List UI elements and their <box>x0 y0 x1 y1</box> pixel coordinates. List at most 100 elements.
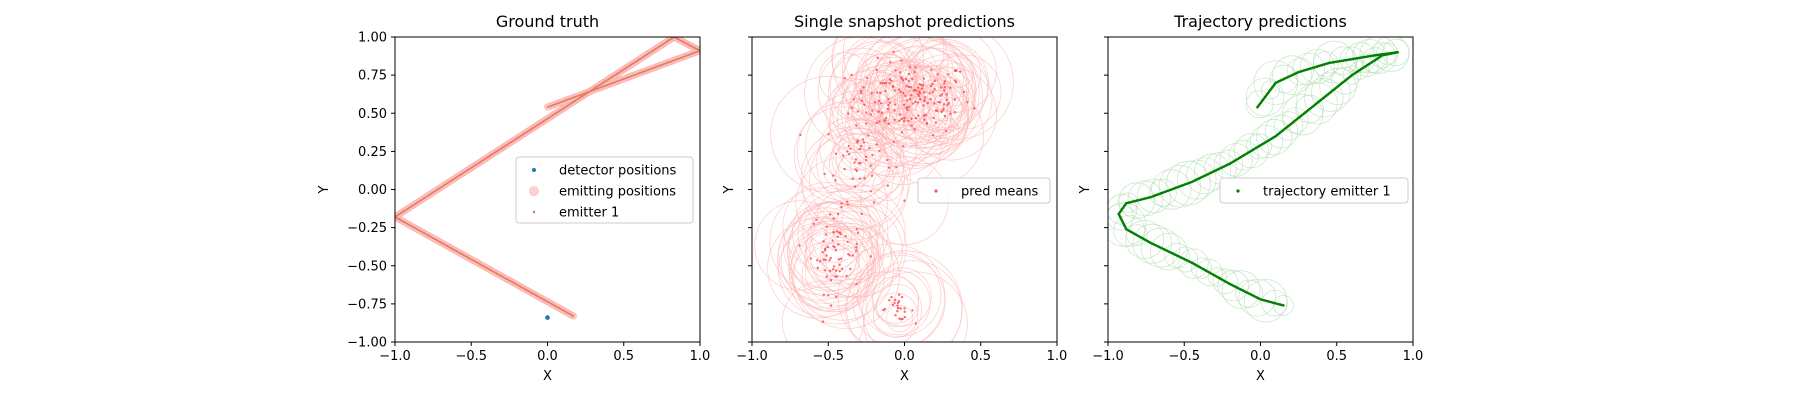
uncertainty-circle <box>818 52 871 105</box>
pred-mean-point <box>914 66 917 69</box>
uncertainty-circle <box>1108 202 1147 247</box>
uncertainty-circle <box>862 260 963 342</box>
pred-mean-point <box>825 254 828 257</box>
pred-mean-point <box>893 103 897 106</box>
pred-mean-point <box>943 82 946 85</box>
pred-mean-point <box>953 79 957 82</box>
x-tick-label: −1.0 <box>1092 349 1124 364</box>
pred-mean-point <box>835 230 839 233</box>
y-tick-label: −0.50 <box>347 259 387 274</box>
pred-mean-point <box>907 119 910 123</box>
uncertainty-circle <box>800 126 905 231</box>
pred-mean-point <box>887 103 890 107</box>
pred-mean-point <box>940 93 943 96</box>
uncertainty-circle <box>915 41 982 107</box>
pred-mean-point <box>865 158 868 162</box>
pred-mean-point <box>834 152 838 155</box>
uncertainty-circle <box>1117 192 1139 214</box>
pred-mean-point <box>839 257 843 260</box>
pred-mean-point <box>884 89 887 93</box>
legend-marker <box>532 168 536 172</box>
uncertainty-circle <box>819 117 883 181</box>
uncertainty-circle <box>806 197 907 298</box>
pred-mean-point <box>876 56 879 60</box>
pred-mean-point <box>897 88 901 91</box>
y-tick-label: 0.00 <box>358 183 387 198</box>
pred-mean-point <box>877 110 880 113</box>
pred-mean-point <box>918 82 921 86</box>
uncertainty-circle <box>805 236 875 306</box>
uncertainty-circle <box>820 225 880 285</box>
pred-mean-point <box>973 107 976 110</box>
pred-mean-point <box>827 294 830 297</box>
pred-mean-point <box>864 122 868 126</box>
uncertainty-circle <box>1108 203 1134 231</box>
pred-mean-point <box>835 275 839 278</box>
pred-mean-point <box>858 177 862 180</box>
pred-mean-point <box>860 212 863 216</box>
pred-mean-point <box>922 104 925 107</box>
pred-mean-point <box>931 134 935 137</box>
pred-mean-point <box>855 169 859 173</box>
uncertainty-circle <box>844 271 922 342</box>
uncertainty-circle <box>1245 77 1285 117</box>
pred-mean-point <box>854 158 858 161</box>
pred-mean-point <box>798 244 801 247</box>
legend-label: trajectory emitter 1 <box>1263 185 1391 200</box>
uncertainty-circle <box>1233 133 1269 169</box>
pred-mean-point <box>875 68 878 72</box>
legend-marker <box>529 186 539 196</box>
uncertainty-circle <box>868 65 969 166</box>
pred-mean-point <box>936 73 939 76</box>
pred-mean-point <box>884 116 888 120</box>
pred-mean-point <box>887 122 891 125</box>
pred-mean-point <box>910 93 913 97</box>
y-tick-label: 0.50 <box>358 107 387 122</box>
pred-mean-point <box>942 103 946 106</box>
uncertainty-circle <box>804 231 857 285</box>
plot-area <box>1108 37 1410 323</box>
pred-mean-point <box>822 293 825 297</box>
pred-mean-point <box>855 242 859 246</box>
uncertainty-circle <box>754 200 845 291</box>
uncertainty-circle <box>1286 57 1314 86</box>
pred-mean-point <box>840 206 843 209</box>
pred-mean-point <box>846 203 850 206</box>
pred-mean-point <box>865 76 869 80</box>
pred-mean-point <box>958 70 962 73</box>
uncertainty-circle <box>1235 279 1264 308</box>
pred-mean-point <box>841 154 845 157</box>
x-tick-label: 1.0 <box>690 349 711 364</box>
pred-mean-point <box>835 295 838 298</box>
pred-mean-point <box>933 79 937 82</box>
pred-mean-point <box>851 177 854 180</box>
uncertainty-circle <box>915 75 973 134</box>
pred-mean-point <box>912 89 916 92</box>
uncertainty-circle <box>792 184 889 281</box>
uncertainty-circle <box>1195 259 1223 286</box>
pred-mean-point <box>859 144 863 148</box>
pred-mean-point <box>862 141 866 144</box>
pred-mean-point <box>922 114 926 117</box>
pred-mean-point <box>823 269 827 272</box>
uncertainty-circle <box>1190 257 1212 279</box>
uncertainty-circle <box>801 242 869 310</box>
pred-mean-point <box>891 303 895 307</box>
pred-mean-point <box>953 69 957 72</box>
pred-mean-point <box>877 99 881 103</box>
uncertainty-circle <box>888 90 925 127</box>
pred-mean-point <box>923 91 926 94</box>
pred-mean-point <box>903 307 906 310</box>
pred-mean-point <box>849 147 852 150</box>
pred-mean-point <box>872 201 876 204</box>
pred-mean-point <box>939 86 943 89</box>
pred-mean-point <box>841 267 844 271</box>
pred-mean-point <box>855 227 859 231</box>
pred-mean-point <box>917 114 920 117</box>
uncertainty-circle <box>1342 65 1362 85</box>
x-tick-label: −1.0 <box>736 349 768 364</box>
pred-mean-point <box>833 245 836 249</box>
x-tick-label: 0.0 <box>1250 349 1271 364</box>
pred-mean-point <box>869 164 872 167</box>
pred-mean-point <box>871 153 874 157</box>
